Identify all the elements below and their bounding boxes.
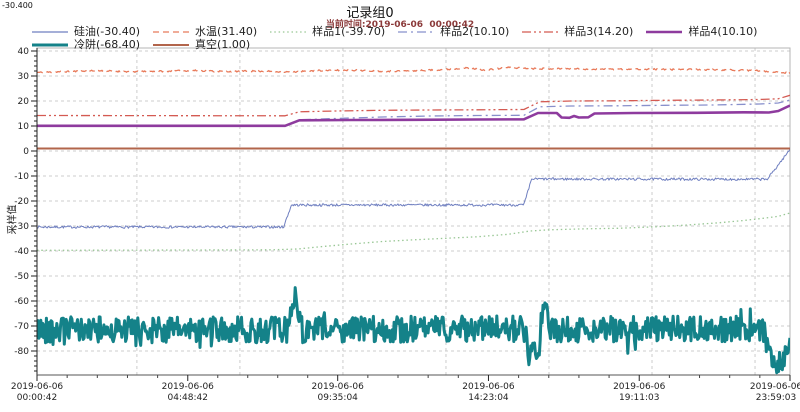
legend-row-1: 硅油(-30.40) 水温(31.40) 样品1(-39.70) 样品2(10.10)… <box>31 25 757 38</box>
legend-line-sample-vacuum <box>153 43 190 46</box>
legend-item-waterTemp: 水温(31.40) <box>152 24 258 38</box>
y-tick-label: 40 <box>18 47 30 57</box>
legend-label-waterTemp: 水温(31.40) <box>195 24 258 38</box>
y-tick-label: -30 <box>14 222 29 232</box>
legend-label-sample2: 样品2(10.10) <box>440 24 510 38</box>
y-tick-label: -40 <box>14 247 29 257</box>
x-tick-label: 2019-06-06 23:59:03 <box>750 382 800 403</box>
x-tick-label: 2019-06-06 00:00:42 <box>11 382 64 403</box>
legend-item-sample3: 样品3(14.20) <box>521 24 634 38</box>
y-tick-label: 30 <box>18 72 30 82</box>
legend-line-sample-siliconeOil <box>32 30 68 33</box>
legend-line-sample-coldTrap <box>32 43 68 46</box>
y-axis-title: 采样值 <box>7 204 19 235</box>
x-tick-label: 2019-06-06 04:48:42 <box>162 382 215 403</box>
legend-line-sample-sample3 <box>522 30 559 33</box>
cursor-value-readout: -30.400 <box>2 1 33 10</box>
y-tick-label: -50 <box>14 272 29 282</box>
legend-item-vacuum: 真空(1.00) <box>152 37 251 51</box>
legend-item-coldTrap: 冷阱(-68.40) <box>31 37 141 51</box>
legend-line-sample-waterTemp <box>153 30 190 33</box>
legend-item-sample4: 样品4(10.10) <box>645 24 758 38</box>
legend-label-siliconeOil: 硅油(-30.40) <box>74 24 141 38</box>
series-line-waterTemp <box>37 66 790 75</box>
series-line-sample1 <box>37 212 790 251</box>
legend-line-sample-sample4 <box>646 30 683 33</box>
series-line-siliconeOil <box>37 148 790 229</box>
series-line-coldTrap <box>37 286 790 375</box>
legend-line-sample-sample1 <box>270 30 307 33</box>
series-line-sample3 <box>37 94 790 117</box>
y-tick-label: -60 <box>14 297 29 307</box>
y-tick-label: -80 <box>14 347 29 357</box>
legend-label-sample3: 样品3(14.20) <box>564 24 634 38</box>
legend-item-siliconeOil: 硅油(-30.40) <box>31 24 141 38</box>
legend-label-vacuum: 真空(1.00) <box>195 37 251 51</box>
x-tick-label: 2019-06-06 09:35:04 <box>312 382 365 403</box>
current-time-label: 当前时间:2019-06-06 00:00:42 <box>325 20 475 30</box>
series-lines <box>37 66 790 375</box>
page-title: 记录组0 <box>346 6 394 21</box>
y-tick-label: 20 <box>18 97 30 107</box>
legend-item-sample2: 样品2(10.10) <box>397 24 510 38</box>
legend-row-2: 冷阱(-68.40) 真空(1.00) <box>31 38 250 51</box>
legend-label-sample4: 样品4(10.10) <box>688 24 758 38</box>
legend-label-sample1: 样品1(-39.70) <box>312 24 386 38</box>
y-tick-label: -20 <box>14 197 29 207</box>
y-tick-label: -10 <box>14 172 29 182</box>
legend-line-sample-sample2 <box>398 30 435 33</box>
y-tick-label: -70 <box>14 322 29 332</box>
series-line-sample2 <box>37 99 790 127</box>
axes: 40 30 20 10 0 -10 -20 -30 -40 -50 -60 -70 -80 2019-06… <box>11 47 800 403</box>
x-tick-label: 2019-06-06 19:11:03 <box>613 382 666 403</box>
legend-item-sample1: 样品1(-39.70) <box>269 24 386 38</box>
y-tick-label: 10 <box>18 122 30 132</box>
x-tick-label: 2019-06-06 14:23:04 <box>462 382 515 403</box>
y-tick-label: 0 <box>23 147 29 157</box>
series-line-sample4 <box>37 104 790 128</box>
legend-label-coldTrap: 冷阱(-68.40) <box>74 37 141 51</box>
